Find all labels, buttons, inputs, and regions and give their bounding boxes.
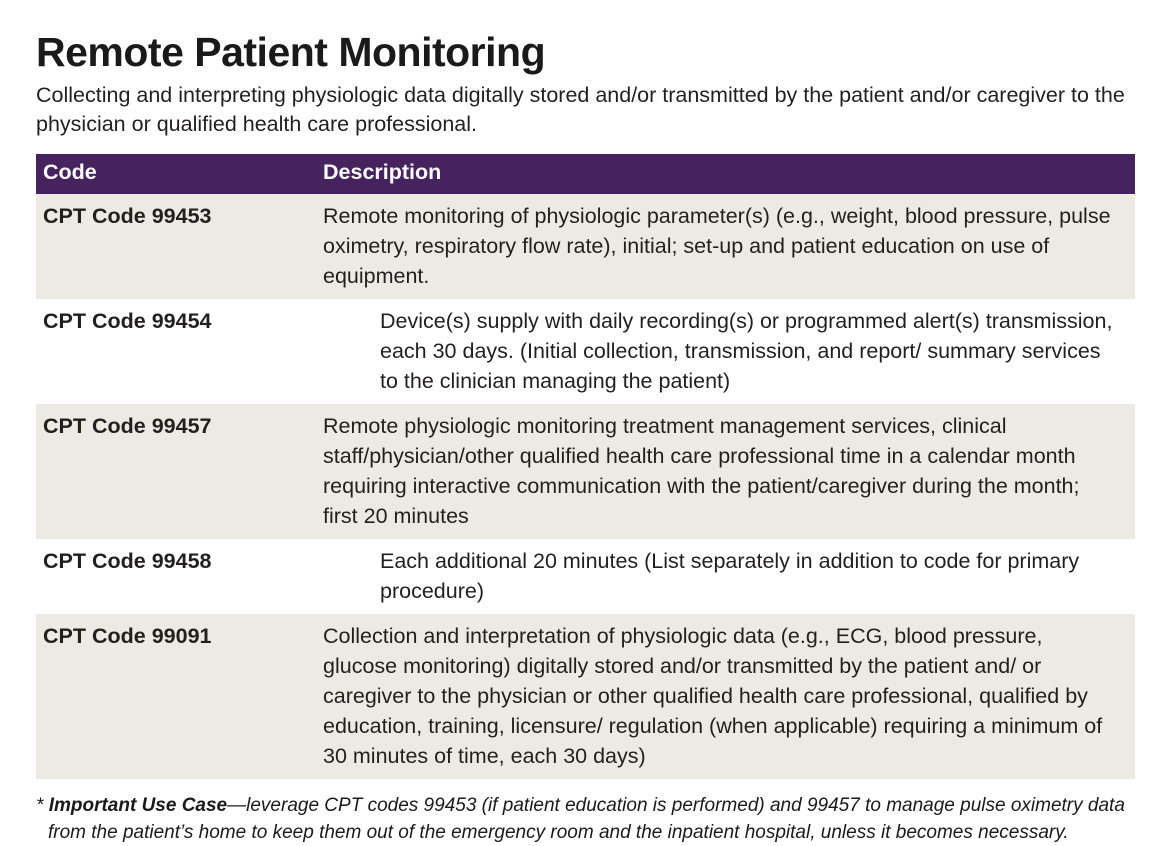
column-header-code: Code xyxy=(43,160,97,185)
cpt-description-99453: Remote monitoring of physiologic paramet… xyxy=(323,203,1111,288)
cpt-description-99091: Collection and interpretation of physiol… xyxy=(323,623,1103,768)
cpt-code-99458: CPT Code 99458 xyxy=(43,548,212,573)
document-page: { "page": { "title": "Remote Patient Mon… xyxy=(36,29,1135,843)
table-row-99091: CPT Code 99091 Collection and interpreta… xyxy=(36,613,1135,779)
cpt-code-99457: CPT Code 99457 xyxy=(43,413,212,438)
cpt-description-99458: Each additional 20 minutes (List separat… xyxy=(380,548,1080,603)
table-row-99458: CPT Code 99458 Each additional 20 minute… xyxy=(36,538,1135,614)
table-row-99457: CPT Code 99457 Remote physiologic monito… xyxy=(36,403,1135,539)
footnote-lead: Important Use Case xyxy=(48,794,228,816)
page-title: Remote Patient Monitoring xyxy=(36,29,546,75)
table-row-99453: CPT Code 99453 Remote monitoring of phys… xyxy=(36,193,1135,299)
footnote: * Important Use Case—leverage CPT codes … xyxy=(36,792,1135,846)
cpt-code-99454: CPT Code 99454 xyxy=(43,308,212,333)
cpt-code-99091: CPT Code 99091 xyxy=(43,623,212,648)
table-row-99454: CPT Code 99454 Device(s) supply with dai… xyxy=(36,298,1135,404)
cpt-description-99454: Device(s) supply with daily recording(s)… xyxy=(380,308,1113,393)
page-subtitle: Collecting and interpreting physiologic … xyxy=(36,83,1125,137)
cpt-description-99457: Remote physiologic monitoring treatment … xyxy=(323,413,1080,528)
cpt-code-table: Code Description CPT Code 99453 Remote m… xyxy=(36,153,1135,779)
column-header-description: Description xyxy=(323,160,442,185)
cpt-code-99453: CPT Code 99453 xyxy=(43,203,212,228)
table-header-row: Code Description xyxy=(36,153,1135,194)
footnote-marker: * xyxy=(36,794,49,816)
